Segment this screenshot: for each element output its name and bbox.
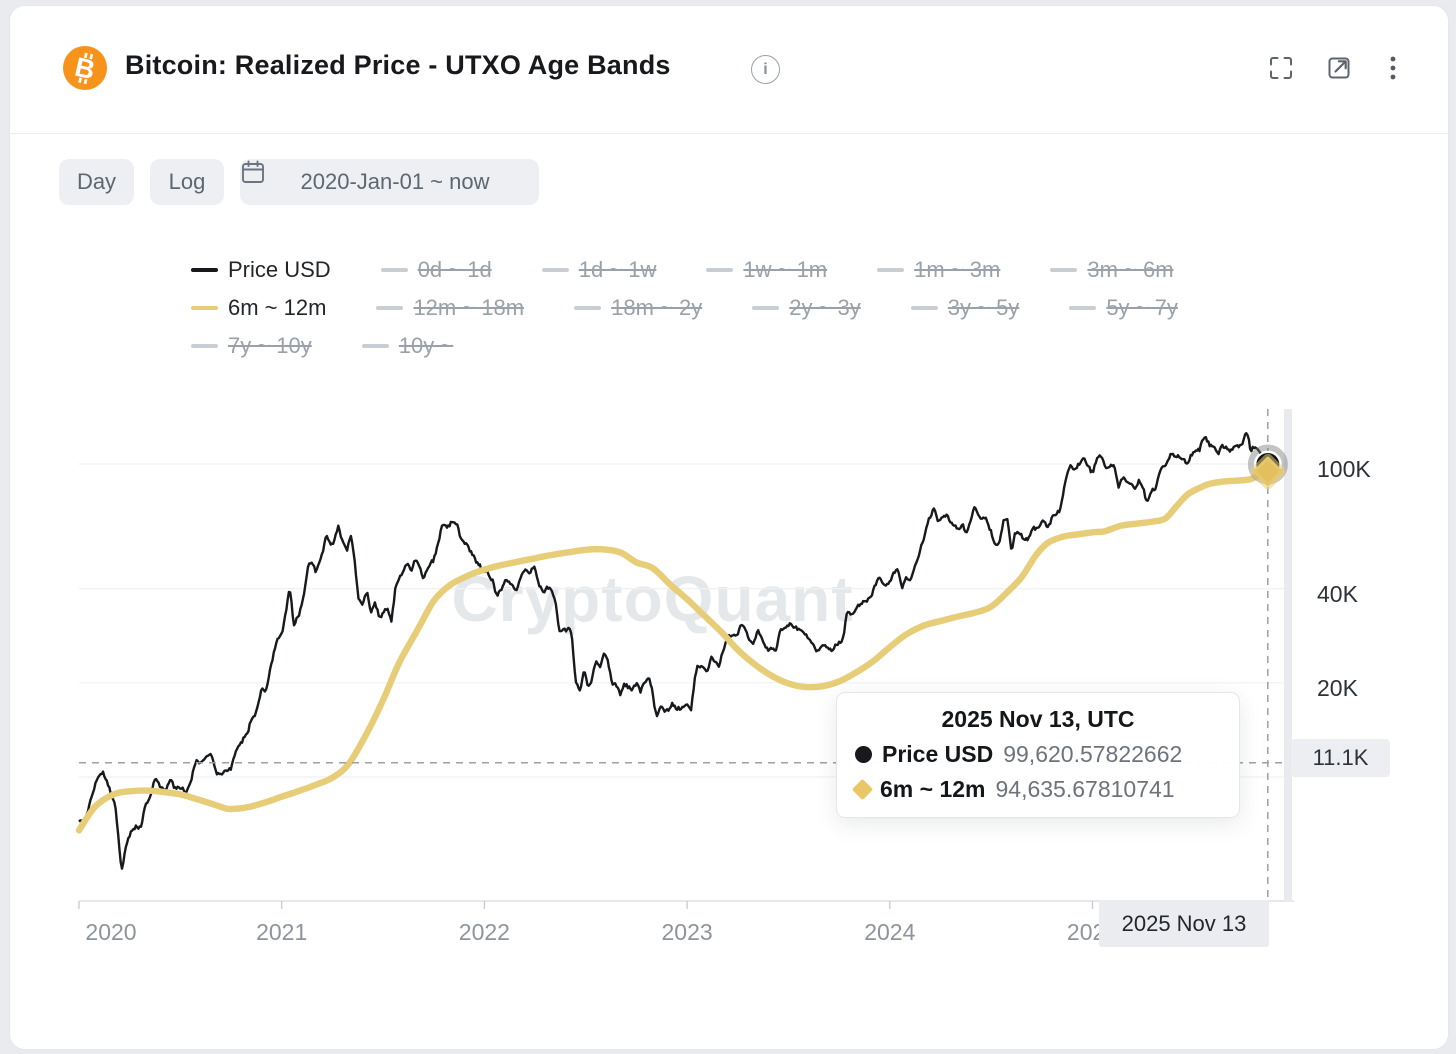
legend-line-icon bbox=[191, 344, 218, 348]
legend-item-price-usd[interactable]: Price USD bbox=[191, 257, 331, 283]
marker-6m-12m-diamond bbox=[1250, 453, 1286, 490]
legend-item-2y-3y[interactable]: 2y ~ 3y bbox=[752, 295, 861, 321]
legend-line-icon bbox=[1050, 268, 1078, 272]
legend-item-1w-1m[interactable]: 1w ~ 1m bbox=[706, 257, 827, 283]
info-icon[interactable]: i bbox=[751, 55, 780, 84]
page-title: Bitcoin: Realized Price - UTXO Age Bands bbox=[125, 50, 671, 80]
legend-item-7y-10y[interactable]: 7y ~ 10y bbox=[191, 333, 312, 359]
interval-button[interactable]: Day bbox=[59, 159, 134, 205]
series-price-usd bbox=[78, 432, 1268, 870]
legend-line-icon bbox=[191, 306, 218, 310]
legend-item-12m-18m[interactable]: 12m ~ 18m bbox=[376, 295, 524, 321]
tooltip-date: 2025 Nov 13, UTC bbox=[941, 706, 1135, 732]
legend-item-18m-2y[interactable]: 18m ~ 2y bbox=[574, 295, 702, 321]
chart-tooltip: 2025 Nov 13, UTC Price USD 99,620.5782266… bbox=[836, 692, 1240, 818]
date-range-button[interactable]: 2020-Jan-01 ~ now bbox=[240, 159, 539, 205]
y-tick-label: 40K bbox=[1317, 580, 1358, 607]
legend-item-label: Price USD bbox=[228, 257, 331, 282]
x-tick-label: 2022 bbox=[458, 919, 510, 945]
legend-line-icon bbox=[877, 268, 905, 272]
legend-line-icon bbox=[1069, 306, 1097, 310]
x-axis-crosshair-badge: 2025 Nov 13 bbox=[1099, 900, 1269, 947]
scale-button[interactable]: Log bbox=[150, 159, 224, 205]
axis-pointer-band bbox=[1284, 409, 1292, 901]
legend-item-label: 1d ~ 1w bbox=[578, 257, 657, 282]
x-tick-label: 2023 bbox=[661, 919, 713, 945]
legend-item-5y-7y[interactable]: 5y ~ 7y bbox=[1069, 295, 1178, 321]
tooltip-row: Price USD 99,620.57822662 bbox=[855, 741, 1221, 768]
legend-item-1m-3m[interactable]: 1m ~ 3m bbox=[877, 257, 1000, 283]
interval-label: Day bbox=[76, 169, 117, 194]
legend-item-3m-6m[interactable]: 3m ~ 6m bbox=[1050, 257, 1174, 283]
kebab-menu-icon[interactable] bbox=[1386, 55, 1400, 81]
circle-marker-icon bbox=[855, 746, 872, 763]
legend-item-label: 10y ~ bbox=[398, 333, 454, 358]
scale-label: Log bbox=[168, 169, 206, 194]
legend-line-icon bbox=[380, 268, 408, 272]
y-tick-label: 20K bbox=[1317, 674, 1358, 701]
legend-item-10y[interactable]: 10y ~ bbox=[361, 333, 454, 359]
fullscreen-icon[interactable] bbox=[1268, 55, 1294, 81]
header: B Bitcoin: Realized Price - UTXO Age Ban… bbox=[10, 6, 1448, 134]
legend-item-label: 18m ~ 2y bbox=[611, 295, 703, 320]
x-tick-label: 2024 bbox=[864, 919, 916, 945]
legend-item-6m-12m[interactable]: 6m ~ 12m bbox=[191, 295, 326, 321]
diamond-marker-icon bbox=[851, 778, 874, 801]
legend-line-icon bbox=[361, 344, 389, 348]
open-external-icon[interactable] bbox=[1326, 55, 1352, 81]
legend-line-icon bbox=[752, 306, 780, 310]
date-range-label: 2020-Jan-01 ~ now bbox=[300, 169, 490, 194]
legend-item-label: 1w ~ 1m bbox=[743, 257, 828, 282]
tooltip-series-label: 6m ~ 12m bbox=[880, 776, 986, 802]
legend-item-label: 5y ~ 7y bbox=[1106, 295, 1178, 320]
legend-line-icon bbox=[706, 268, 734, 272]
legend-item-label: 7y ~ 10y bbox=[228, 333, 312, 358]
tooltip-series-value: 94,635.67810741 bbox=[995, 776, 1175, 802]
legend-item-label: 3y ~ 5y bbox=[947, 295, 1020, 320]
chart-canvas[interactable] bbox=[10, 6, 1448, 1049]
bitcoin-logo-icon: B bbox=[63, 46, 107, 90]
x-tick-label: 2021 bbox=[256, 919, 308, 945]
legend-item-1d-1w[interactable]: 1d ~ 1w bbox=[541, 257, 657, 283]
legend-line-icon bbox=[910, 306, 938, 310]
legend-line-icon bbox=[541, 268, 569, 272]
legend: Price USD 0d ~ 1d 1d ~ 1w 1w ~ 1m 1m ~ 3m 3m … bbox=[191, 257, 1266, 359]
legend-item-3y-5y[interactable]: 3y ~ 5y bbox=[910, 295, 1020, 321]
tooltip-series-value: 99,620.57822662 bbox=[1003, 741, 1183, 767]
y-axis-crosshair-badge: 11.1K bbox=[1291, 739, 1390, 777]
series-6m-12m bbox=[75, 468, 1271, 834]
tooltip-row: 6m ~ 12m 94,635.67810741 bbox=[851, 776, 1221, 803]
legend-item-label: 12m ~ 18m bbox=[413, 295, 525, 320]
legend-item-label: 1m ~ 3m bbox=[914, 257, 1001, 282]
legend-item-0d-1d[interactable]: 0d ~ 1d bbox=[380, 257, 492, 283]
legend-item-label: 3m ~ 6m bbox=[1087, 257, 1174, 282]
y-tick-label: 100K bbox=[1317, 456, 1371, 482]
legend-item-label: 2y ~ 3y bbox=[789, 295, 861, 320]
legend-line-icon bbox=[574, 306, 602, 310]
legend-line-icon bbox=[376, 306, 404, 310]
x-tick-label: 2020 bbox=[85, 919, 137, 945]
legend-line-icon bbox=[191, 268, 218, 272]
legend-item-label: 6m ~ 12m bbox=[228, 295, 327, 320]
tooltip-series-label: Price USD bbox=[882, 741, 994, 767]
chart-card: B Bitcoin: Realized Price - UTXO Age Ban… bbox=[9, 5, 1449, 1050]
legend-item-label: 0d ~ 1d bbox=[417, 257, 492, 282]
